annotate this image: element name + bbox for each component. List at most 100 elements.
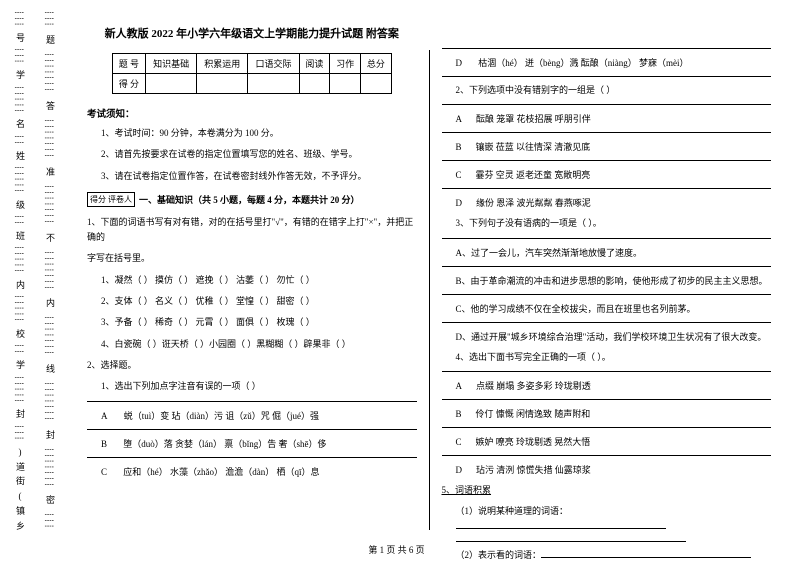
opt-text: 嫉妒 嘹亮 玲珑剔透 晃然大悟 [476, 437, 591, 447]
option-row: A、过了一会儿，汽车突然渐渐地放慢了速度。 [456, 246, 772, 259]
option-row: B 伶仃 慷慨 闲情逸致 随声附和 [456, 407, 772, 420]
option-row: D 枯涸（hé） 迸（bèng）溅 酝酿（niàng） 梦寐（mèi） [456, 56, 772, 69]
opt-text: 蜕（tuì）变 玷（diàn）污 诅（zǔ）咒 倔（jué）强 [124, 411, 319, 421]
divider-line [442, 294, 772, 295]
opt-text: 应和（hé） 水藻（zhǎo） 澹澹（dàn） 栖（qī）息 [123, 467, 319, 477]
divider-line [442, 76, 772, 77]
divider-line [442, 188, 772, 189]
th: 积累运用 [197, 54, 248, 74]
opt-label: B [101, 439, 107, 449]
option-row: D 缘份 恩泽 波光粼粼 春燕啄泥 [456, 196, 772, 209]
q-item: 2、支体（ ） 名义（ ） 优稚（ ） 堂惶（ ） 甜密（ ） [101, 294, 417, 309]
opt-text: 点缀 崩塌 多姿多彩 玲珑剔透 [476, 381, 591, 391]
opt-text: 玷污 清洌 惊慌失措 仙露琼浆 [476, 465, 591, 475]
th: 题 号 [112, 54, 145, 74]
score-table: 题 号 知识基础 积累运用 口语交际 阅读 习作 总分 得 分 [112, 53, 392, 94]
sub-question: 2、下列选项中没有错别字的一组是（ ） [456, 83, 772, 98]
bind-label: 封 [14, 409, 24, 418]
divider-line [442, 104, 772, 105]
bind-label: 名 [14, 119, 24, 128]
bind-label: 号 [14, 33, 24, 42]
seal-label: 内 [44, 298, 54, 307]
opt-text: 伶仃 慷慨 闲情逸致 随声附和 [476, 409, 591, 419]
opt-text: 镶嵌 莅蓝 以往情深 清澈见底 [476, 142, 591, 152]
right-column: D 枯涸（hé） 迸（bèng）溅 酝酿（niàng） 梦寐（mèi） 2、下列… [430, 10, 784, 560]
score-box: 得分 评卷人 [87, 192, 135, 207]
option-row: B 堕（duò）落 贪婪（lán） 禀（bǐng）告 奢（shē）侈 [101, 437, 417, 450]
opt-label: A [456, 114, 463, 124]
bind-label: 班 [14, 231, 24, 240]
table-row: 题 号 知识基础 积累运用 口语交际 阅读 习作 总分 [112, 54, 391, 74]
opt-text: 枯涸（hé） 迸（bèng）溅 酝酿（niàng） 梦寐（mèi） [478, 58, 688, 68]
option-row: D、通过开展"城乡环境综合治理"活动，我们学校环境卫生状况有了很大改变。 [456, 330, 772, 343]
divider-line [442, 266, 772, 267]
blank-line[interactable] [456, 519, 666, 529]
bind-label: 级 [14, 200, 24, 209]
opt-text: 堕（duò）落 贪婪（lán） 禀（bǐng）告 奢（shē）侈 [123, 439, 326, 449]
content-area: 新人教版 2022 年小学六年级语文上学期能力提升试题 附答案 题 号 知识基础… [70, 0, 793, 560]
opt-label: C [101, 467, 107, 477]
opt-label: A [101, 411, 108, 421]
divider-line [87, 429, 417, 430]
seal-label: 准 [44, 167, 54, 176]
th: 口语交际 [248, 54, 299, 74]
bind-label: ( [14, 491, 24, 501]
opt-text: 酝酿 笼罩 花枝招展 呼朋引伴 [476, 114, 591, 124]
opt-text: 霎芬 空灵 返老还童 宽敞明亮 [476, 170, 591, 180]
td: 得 分 [112, 74, 145, 94]
instruction-item: 2、请首先按要求在试卷的指定位置填写您的姓名、班级、学号。 [101, 147, 417, 162]
divider-line [442, 132, 772, 133]
divider-line [442, 427, 772, 428]
seal-label: 不 [44, 233, 54, 242]
divider-line [442, 371, 772, 372]
left-column: 新人教版 2022 年小学六年级语文上学期能力提升试题 附答案 题 号 知识基础… [75, 10, 429, 560]
bind-label: 学 [14, 70, 24, 79]
binding-outer-col: ┊┊┊ 题 ┊┊┊┊┊┊┊ 答 ┊┊┊┊┊┊┊ 准 ┊┊┊┊┊┊┊ 不 ┊┊┊┊… [40, 10, 58, 530]
divider-line [442, 322, 772, 323]
seal-label: 封 [44, 430, 54, 439]
question-text: 字写在括号里。 [87, 251, 417, 266]
option-row: C 应和（hé） 水藻（zhǎo） 澹澹（dàn） 栖（qī）息 [101, 465, 417, 478]
opt-label: A [456, 381, 463, 391]
divider-line [87, 401, 417, 402]
option-row: D玷污 清洌 惊慌失措 仙露琼浆 [456, 463, 772, 476]
divider-line [442, 238, 772, 239]
bind-label: ) [14, 447, 24, 457]
table-row: 得 分 [112, 74, 391, 94]
seal-label: 线 [44, 364, 54, 373]
option-row: C嫉妒 嘹亮 玲珑剔透 晃然大悟 [456, 435, 772, 448]
divider-line [442, 399, 772, 400]
bind-label: 街 [14, 476, 24, 485]
th: 阅读 [299, 54, 330, 74]
bind-label: 乡 [14, 521, 24, 530]
fill-item: （1）说明某种道理的词语： [456, 504, 772, 535]
divider-line [442, 160, 772, 161]
th: 习作 [330, 54, 361, 74]
option-row: A 点缀 崩塌 多姿多彩 玲珑剔透 [456, 379, 772, 392]
divider-line [442, 48, 772, 49]
q-item: 4、白瓷碗（ ）诳天桥（ ）小园圈（ ）黑糊糊（ ）辟果非（ ） [101, 337, 417, 352]
q-item: 1、凝然（ ） 摸仿（ ） 遮挽（ ） 沽萎（ ） 勿忙（ ） [101, 273, 417, 288]
bind-label: 镇 [14, 506, 24, 515]
bind-label: 内 [14, 280, 24, 289]
option-row: B镶嵌 莅蓝 以往情深 清澈见底 [456, 140, 772, 153]
option-row: A 酝酿 笼罩 花枝招展 呼朋引伴 [456, 112, 772, 125]
q-item: 3、予备（ ） 稀奇（ ） 元霄（ ） 面俱（ ） 枚瑰（ ） [101, 315, 417, 330]
section-header-row: 得分 评卷人 一、基础知识（共 5 小题，每题 4 分，本题共计 20 分） [87, 192, 417, 207]
question-text: 2、选择题。 [87, 358, 417, 373]
opt-label: D [456, 58, 463, 68]
seal-label: 题 [44, 35, 54, 44]
section-title: 一、基础知识（共 5 小题，每题 4 分，本题共计 20 分） [139, 193, 360, 206]
bind-label: 校 [14, 329, 24, 338]
question-text: 4、选出下面书写完全正确的一项（ ）。 [456, 350, 772, 365]
divider-line [442, 455, 772, 456]
page-footer: 第 1 页 共 6 页 [0, 543, 793, 556]
option-row: C、他的学习成绩不仅在全校拔尖，而且在班里也名列前茅。 [456, 302, 772, 315]
bind-label: 姓 [14, 151, 24, 160]
opt-label: B [456, 409, 462, 419]
seal-label: 答 [44, 101, 54, 110]
question-text: 5、词语积累 [442, 483, 772, 498]
instruction-item: 3、请在试卷指定位置作答，在试卷密封线外作答无效，不予评分。 [101, 169, 417, 184]
opt-label: D [456, 198, 463, 208]
opt-text: 缘份 恩泽 波光粼粼 春燕啄泥 [476, 198, 591, 208]
